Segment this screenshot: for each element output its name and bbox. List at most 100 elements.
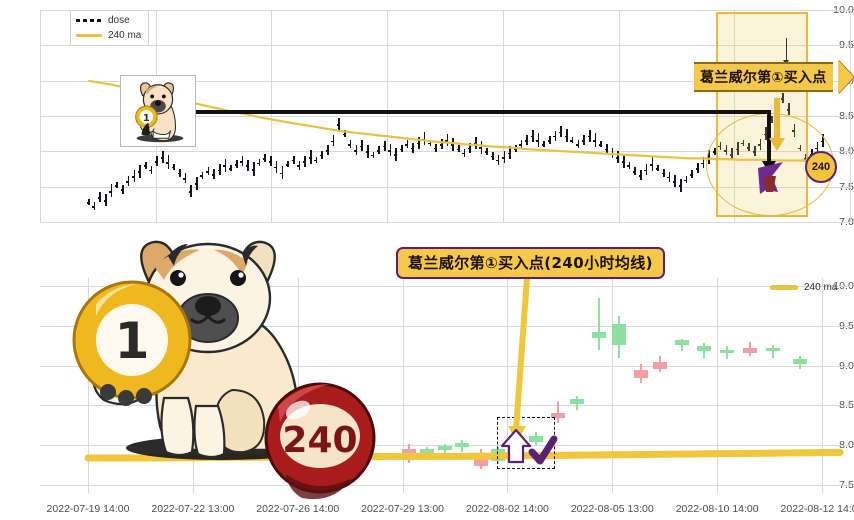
gridline-h [40, 285, 850, 287]
candle-body [792, 359, 807, 364]
price-bar-tick [348, 144, 352, 146]
detail-x-tick: 2022-08-02 14:00 [465, 503, 549, 515]
price-bar [93, 202, 96, 211]
price-bar [150, 165, 153, 174]
candle-body [634, 369, 649, 379]
price-bar-tick [553, 135, 557, 138]
detail-legend-ma-label: 240 ma [804, 282, 838, 293]
price-bar-tick [376, 149, 380, 152]
yellow-pointer-head [769, 138, 785, 151]
legend-item-ma: 240 ma [76, 29, 141, 42]
legend-close-label: dose [108, 15, 130, 26]
price-bar-tick [621, 161, 625, 163]
overview-chart-panel: 10.0 9.5 9.0 8.5 8.0 7.5 7.0 240 [0, 0, 854, 238]
price-bar-tick [530, 135, 534, 138]
price-bar-tick [160, 156, 164, 159]
detail-x-tick: 2022-08-05 13:00 [570, 503, 654, 515]
detail-chart-title-label: 葛兰威尔第①买入点(240小时均线) [408, 254, 653, 272]
mascot-thumbnail-frame: 1 [120, 75, 196, 147]
price-bar [640, 170, 642, 181]
price-bar [236, 160, 238, 169]
price-bar-tick [103, 200, 107, 202]
price-bar-tick [507, 152, 511, 155]
gridline-v [402, 278, 404, 493]
price-bar [275, 161, 278, 173]
price-bar-tick [445, 140, 449, 142]
price-bar-tick [189, 190, 193, 193]
candle-body [652, 361, 667, 369]
price-bar-tick [206, 171, 210, 173]
price-bar-tick [547, 140, 551, 142]
price-bar-tick [240, 161, 244, 163]
price-bar [179, 168, 181, 177]
price-bar [218, 163, 221, 176]
price-bar-tick [211, 173, 215, 176]
price-bar [287, 160, 289, 168]
price-bar-tick [171, 166, 175, 169]
thin-pointer-shaft [786, 38, 787, 62]
detail-x-tick: 2022-07-29 13:00 [361, 503, 445, 515]
gridline-v [850, 10, 851, 222]
price-bar-tick [308, 156, 312, 159]
buy-point-banner: 葛兰威尔第①买入点 [694, 62, 833, 92]
candle-wick [725, 346, 728, 360]
price-bar [190, 185, 193, 197]
candle-body [570, 399, 585, 404]
price-bar-tick [416, 142, 420, 145]
price-bar-tick [695, 168, 699, 170]
gridline-h [40, 45, 850, 47]
price-bar-tick [280, 172, 284, 175]
candlestick [438, 278, 452, 493]
price-bar [662, 168, 665, 177]
gridline-h [40, 222, 850, 223]
price-bar-tick [615, 156, 619, 159]
candle-body [438, 446, 452, 450]
gridline-v [387, 10, 388, 222]
price-bar-tick [120, 189, 124, 192]
price-bar-tick [331, 140, 335, 143]
price-bar [645, 163, 648, 176]
price-bar-tick [263, 158, 267, 160]
price-bar-tick [593, 140, 597, 142]
gridline-v [612, 278, 614, 493]
legend-item-close: dose [76, 14, 141, 27]
price-bar-tick [587, 135, 591, 138]
candle-body [591, 332, 606, 338]
price-bar-tick [354, 149, 358, 152]
price-bar [196, 176, 198, 190]
price-bar-tick [570, 140, 574, 142]
gridline-v [40, 10, 41, 222]
gridline-v [717, 278, 719, 493]
price-bar-tick [177, 172, 181, 175]
candle-body [674, 340, 689, 345]
detail-x-tick: 2022-08-10 14:00 [675, 503, 759, 515]
price-bar [207, 167, 210, 176]
price-bar-tick [126, 181, 130, 183]
price-bar [680, 178, 682, 192]
price-bar-tick [661, 172, 665, 175]
candlestick [674, 278, 689, 493]
price-bar-tick [422, 138, 426, 141]
price-bar-tick [490, 155, 494, 158]
gridline-v [507, 278, 509, 493]
price-bar-tick [251, 169, 255, 171]
candlestick [697, 278, 712, 493]
price-bar-tick [97, 197, 101, 199]
candlestick [612, 278, 627, 493]
price-bar-tick [337, 124, 341, 127]
price-bar-tick [479, 147, 483, 149]
gridline-v [822, 278, 823, 493]
price-bar-tick [655, 168, 659, 170]
price-bar-tick [650, 164, 654, 166]
price-bar-tick [132, 176, 136, 178]
candlestick [634, 278, 649, 493]
price-bar-tick [428, 142, 432, 145]
price-bar-tick [223, 165, 227, 168]
buy-point-banner-tip [838, 60, 854, 94]
price-bar-tick [194, 183, 198, 185]
price-bar-tick [564, 135, 568, 138]
candlestick [570, 278, 585, 493]
gridline-v [503, 10, 504, 222]
detail-legend: 240 ma [770, 282, 837, 293]
price-bar-tick [86, 202, 90, 204]
